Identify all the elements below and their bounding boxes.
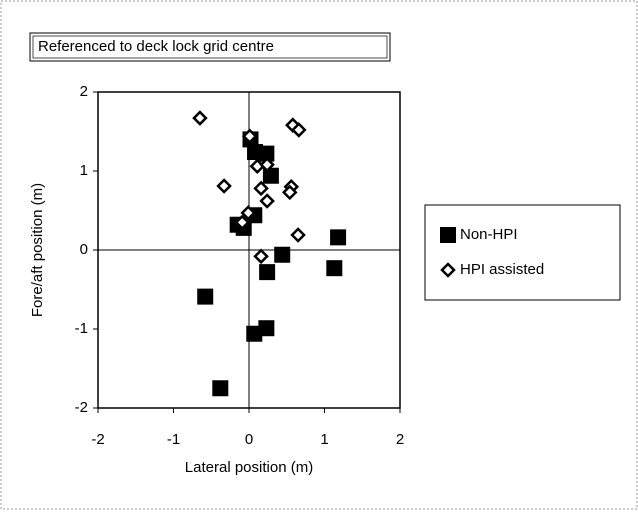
legend-label: HPI assisted [460, 261, 544, 278]
point [259, 156, 275, 173]
y-tick-label: 0 [80, 241, 88, 258]
point [330, 229, 347, 246]
legend-marker [440, 227, 456, 243]
x-tick-label: 0 [245, 431, 253, 448]
y-tick-label: 2 [80, 83, 88, 100]
x-tick-label: -2 [91, 431, 104, 448]
y-axis-label: Fore/aft position (m) [29, 183, 46, 317]
point [274, 246, 291, 263]
y-tick-label: 1 [80, 162, 88, 179]
legend-box [424, 204, 621, 301]
legend-label: Non-HPI [460, 226, 518, 243]
point [290, 227, 306, 243]
point [216, 178, 232, 194]
x-tick-label: -1 [167, 431, 180, 448]
point [241, 128, 258, 145]
point [240, 205, 257, 221]
point [192, 110, 208, 126]
point [253, 180, 269, 197]
point [212, 380, 229, 397]
point [259, 193, 275, 209]
point [282, 184, 298, 201]
legend-marker [440, 262, 456, 278]
x-tick-label: 2 [396, 431, 404, 448]
point [197, 288, 214, 305]
x-axis-label: Lateral position (m) [185, 459, 313, 476]
point [253, 248, 269, 265]
y-tick-label: -1 [75, 320, 88, 337]
title-box [29, 32, 391, 62]
point [258, 320, 275, 337]
point [326, 260, 343, 277]
chart-title: Referenced to deck lock grid centre [38, 38, 274, 55]
x-tick-label: 1 [320, 431, 328, 448]
point [234, 214, 250, 231]
point [291, 122, 307, 138]
point [259, 264, 276, 281]
y-tick-label: -2 [75, 399, 88, 416]
point [258, 145, 275, 162]
point [246, 325, 263, 342]
title-box-inner [32, 35, 388, 59]
